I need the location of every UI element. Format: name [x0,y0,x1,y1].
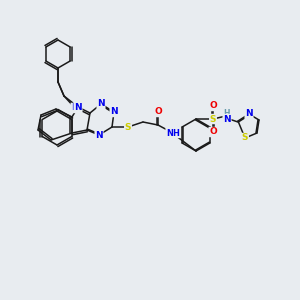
Text: N: N [245,110,253,118]
Text: N: N [110,107,118,116]
Text: O: O [209,101,217,110]
Text: NH: NH [166,128,180,137]
Text: S: S [125,122,131,131]
Text: O: O [154,107,162,116]
Text: N: N [97,100,105,109]
Text: S: S [242,134,248,142]
Text: N: N [74,103,82,112]
Text: N: N [223,115,231,124]
Text: H: H [224,110,230,118]
Text: O: O [209,128,217,136]
Text: N: N [95,130,103,140]
Text: N: N [71,103,79,112]
Text: S: S [210,115,216,124]
